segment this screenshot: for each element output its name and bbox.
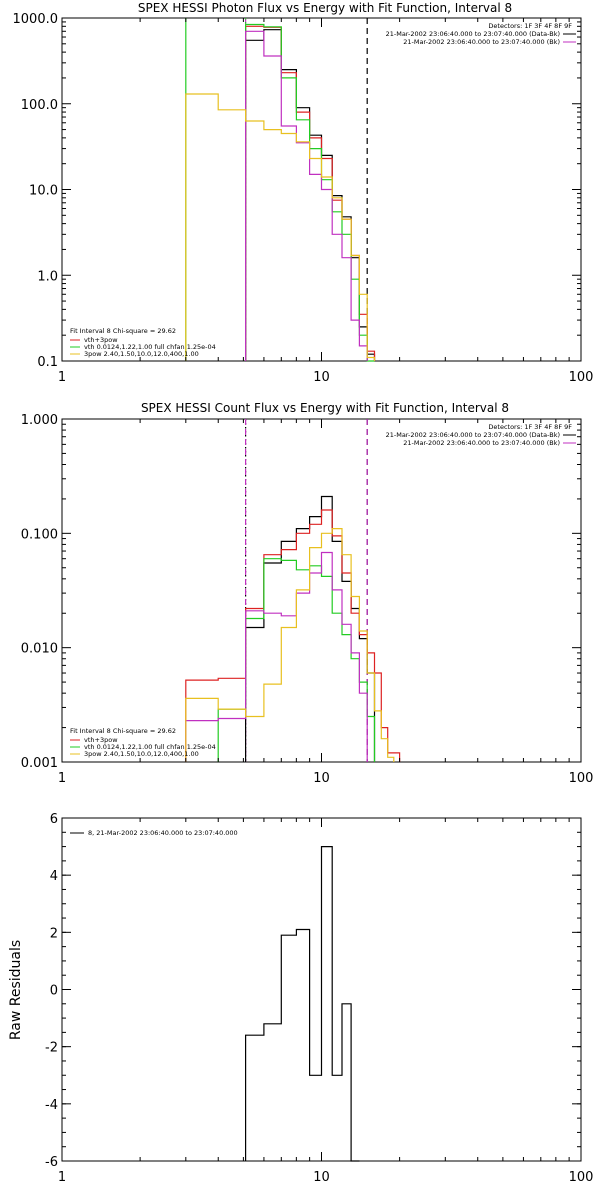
photon-flux-ticks: 1 10 100 0.1 1.0 10.0 100.0 1000.0	[13, 12, 594, 385]
count-flux-legend-topright: Detectors: 1F 3F 4F 8F 9F 21-Mar-2002 23…	[386, 423, 576, 447]
series-step-line-4	[185, 93, 376, 361]
series-step-line-2	[245, 23, 375, 362]
residuals-series	[245, 846, 360, 1162]
photon-flux-vlines	[185, 18, 368, 361]
y-tick-label: 0.001	[21, 756, 58, 771]
residuals-ticks: 1 10 100 -6 -4 -2 0 2 4 6	[45, 812, 593, 1185]
y-tick-label: 0	[50, 984, 58, 999]
x-tick-label: 1	[58, 771, 66, 786]
y-tick-label: 100.0	[21, 98, 58, 113]
y-tick-label: -2	[45, 1041, 58, 1056]
residuals-ylabel: Raw Residuals	[8, 940, 24, 1040]
y-tick-label: -4	[45, 1098, 58, 1113]
legend-data-bk: 21-Mar-2002 23:06:40.000 to 23:07:40.000…	[386, 30, 560, 38]
legend-vth: vth 0.0124,1.22,1.00 full chfan 1.25e-04	[84, 743, 216, 751]
count-flux-title: SPEX HESSI Count Flux vs Energy with Fit…	[141, 401, 509, 415]
x-tick-label: 10	[313, 771, 330, 786]
residuals-chart: 1 10 100 -6 -4 -2 0 2 4 6 Raw Residuals 8, 21-Mar…	[8, 812, 593, 1185]
legend-vth3pow: vth+3pow	[84, 336, 118, 344]
x-tick-label: 100	[569, 370, 594, 385]
x-tick-label: 100	[569, 771, 594, 786]
count-flux-ticks: 1 10 100 0.001 0.010 0.100 1.000	[21, 413, 594, 786]
count-flux-legend-bottomleft: Fit Interval 8 Chi-square = 29.62 vth+3p…	[70, 727, 216, 758]
legend-3pow: 3pow 2.40,1.50,10.0,12.0,400,1.00	[84, 350, 199, 358]
series-step-line-3	[245, 30, 368, 361]
y-tick-label: 1000.0	[13, 12, 59, 27]
series-step-line-4	[185, 528, 395, 762]
residuals-legend-text: 8, 21-Mar-2002 23:06:40.000 to 23:07:40.…	[88, 829, 238, 837]
series-step-line-3	[185, 551, 368, 762]
photon-flux-legend-topright: Detectors: 1F 3F 4F 8F 9F 21-Mar-2002 23…	[386, 22, 576, 46]
legend-detectors: Detectors: 1F 3F 4F 8F 9F	[488, 423, 572, 431]
legend-vth: vth 0.0124,1.22,1.00 full chfan 1.25e-04	[84, 343, 216, 351]
y-tick-label: 2	[50, 926, 58, 941]
y-tick-label: 0.1	[37, 355, 58, 370]
legend-fit-interval: Fit Interval 8 Chi-square = 29.62	[70, 727, 176, 735]
x-tick-label: 10	[313, 370, 330, 385]
count-flux-chart: SPEX HESSI Count Flux vs Energy with Fit…	[21, 401, 594, 786]
series-step-line-0	[245, 495, 376, 762]
series-step-line-1	[185, 509, 401, 762]
legend-3pow: 3pow 2.40,1.50,10.0,12.0,400,1.00	[84, 750, 199, 758]
residuals-legend: 8, 21-Mar-2002 23:06:40.000 to 23:07:40.…	[70, 829, 238, 837]
photon-flux-title: SPEX HESSI Photon Flux vs Energy with Fi…	[138, 1, 512, 15]
legend-detectors: Detectors: 1F 3F 4F 8F 9F	[488, 22, 572, 30]
photon-flux-series	[185, 23, 376, 362]
y-tick-label: 1.000	[21, 413, 58, 428]
legend-fit-interval: Fit Interval 8 Chi-square = 29.62	[70, 327, 176, 335]
y-tick-label: 6	[50, 812, 58, 827]
x-tick-label: 10	[313, 1170, 330, 1185]
series-step-line-0	[245, 846, 360, 1162]
x-tick-label: 1	[58, 370, 66, 385]
y-tick-label: 0.100	[21, 527, 58, 542]
x-tick-label: 1	[58, 1170, 66, 1185]
legend-bk: 21-Mar-2002 23:06:40.000 to 23:07:40.000…	[403, 439, 560, 447]
series-step-line-0	[245, 29, 376, 361]
legend-bk: 21-Mar-2002 23:06:40.000 to 23:07:40.000…	[403, 38, 560, 46]
x-tick-label: 100	[569, 1170, 594, 1185]
y-tick-label: -6	[45, 1155, 58, 1170]
photon-flux-chart: SPEX HESSI Photon Flux vs Energy with Fi…	[13, 1, 594, 385]
photon-flux-legend-bottomleft: Fit Interval 8 Chi-square = 29.62 vth+3p…	[70, 327, 216, 358]
count-flux-series	[185, 495, 401, 762]
count-flux-axes-frame	[61, 418, 582, 763]
y-tick-label: 10.0	[29, 184, 58, 199]
y-tick-label: 1.0	[37, 269, 58, 284]
series-step-line-1	[245, 25, 376, 361]
legend-vth3pow: vth+3pow	[84, 736, 118, 744]
legend-data-bk: 21-Mar-2002 23:06:40.000 to 23:07:40.000…	[386, 431, 560, 439]
y-tick-label: 4	[50, 869, 58, 884]
y-tick-label: 0.010	[21, 642, 58, 657]
